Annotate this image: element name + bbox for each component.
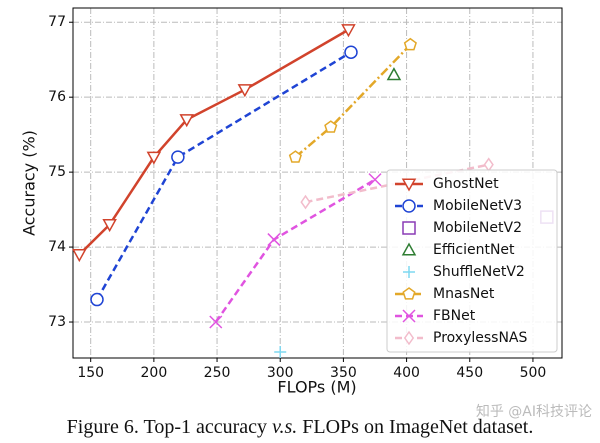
marker (344, 45, 358, 59)
marker (274, 346, 287, 359)
legend: GhostNet MobileNetV3 MobileNetV2 EfficientN… (386, 169, 558, 353)
legend-label: EfficientNet (433, 242, 515, 258)
marker (237, 84, 253, 98)
marker (402, 309, 416, 323)
marker (368, 173, 382, 187)
series-line (214, 178, 376, 323)
series-line (95, 51, 352, 301)
x-axis-label: FLOPs (M) (277, 378, 356, 397)
marker (402, 199, 416, 213)
x-tick-label: 300 (267, 365, 294, 381)
y-tick-label: 73 (48, 314, 66, 330)
x-tick-label: 450 (456, 365, 483, 381)
x-tick-label: 250 (204, 365, 231, 381)
x-tick-label: 350 (330, 365, 357, 381)
y-tick-label: 76 (48, 89, 66, 105)
y-tick-label: 75 (48, 164, 66, 180)
marker (146, 151, 162, 165)
marker (209, 315, 223, 329)
legend-label: MobileNetV3 (433, 198, 522, 214)
caption-text: v.s. (272, 416, 297, 438)
marker (267, 233, 281, 247)
marker (403, 37, 417, 51)
legend-label: ProxylessNAS (433, 330, 527, 346)
series-line (78, 28, 350, 256)
marker (324, 120, 338, 133)
marker (179, 114, 194, 128)
marker (300, 194, 311, 210)
marker (402, 221, 416, 235)
watermark: 知乎 @AI科技评论 (476, 403, 592, 420)
plot-frame (72, 7, 563, 359)
x-tick-label: 400 (393, 365, 420, 381)
y-tick-label: 74 (48, 239, 66, 255)
marker (403, 330, 415, 346)
marker (72, 249, 87, 263)
x-tick-label: 150 (77, 365, 104, 381)
caption-text: FLOPs on ImageNet dataset. (297, 416, 533, 438)
marker (288, 150, 302, 163)
caption-text: Figure 6. Top-1 accuracy (67, 416, 272, 438)
legend-label: MobileNetV2 (433, 220, 522, 236)
x-tick-label: 200 (141, 365, 168, 381)
marker (401, 242, 417, 256)
marker (483, 157, 494, 172)
legend-label: FBNet (433, 308, 476, 324)
legend-label: ShuffleNetV2 (433, 264, 525, 280)
marker (102, 219, 117, 233)
caption: Figure 6. Top-1 accuracy v.s. FLOPs on I… (67, 416, 534, 438)
marker (401, 178, 417, 192)
marker (341, 24, 356, 38)
marker (386, 67, 402, 81)
legend-label: MnasNet (433, 286, 495, 302)
series-line (294, 43, 412, 159)
x-tick-label: 500 (520, 365, 547, 381)
y-tick-label: 77 (48, 14, 66, 30)
y-axis-label: Accuracy (%) (20, 130, 39, 236)
legend-label: GhostNet (433, 176, 499, 192)
marker (90, 292, 104, 307)
legend-box (386, 169, 558, 353)
marker (403, 266, 415, 278)
marker (402, 287, 416, 300)
marker (171, 150, 185, 164)
